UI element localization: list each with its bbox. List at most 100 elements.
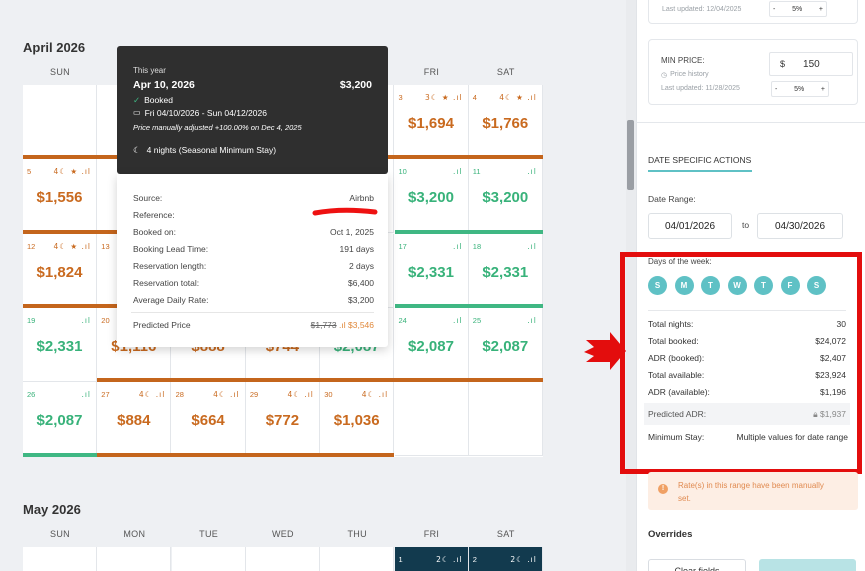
- tooltip-predicted-old: $1,773: [310, 320, 337, 330]
- red-highlight-box: [620, 252, 862, 474]
- day-price: $884: [117, 412, 151, 430]
- day-price: $772: [265, 412, 300, 430]
- day-number: 20: [101, 315, 110, 325]
- tooltip-nights: ☾ 4 nights (Seasonal Minimum Stay): [133, 145, 276, 156]
- date-from-input[interactable]: 04/01/2026: [648, 213, 732, 239]
- day-number: 24: [398, 315, 407, 325]
- day-cell[interactable]: [394, 382, 469, 457]
- day-status-icons: .ıl: [527, 315, 537, 325]
- calendar-icon: ▭: [133, 108, 141, 117]
- price-history-text[interactable]: Price history: [670, 71, 709, 78]
- date-actions-tab[interactable]: DATE SPECIFIC ACTIONS: [648, 155, 752, 165]
- day-number: 25: [472, 315, 482, 325]
- top-pct-plus[interactable]: +: [818, 5, 823, 13]
- date-range-label: Date Range:: [648, 194, 696, 204]
- day-toggle-5[interactable]: F: [780, 276, 800, 295]
- day-cell[interactable]: 4 4☾ ★ .ıl $1,766: [468, 85, 543, 159]
- may-day-cell[interactable]: [245, 547, 320, 571]
- may-day-cell[interactable]: [320, 547, 395, 571]
- day-number: 5: [27, 167, 32, 177]
- tooltip-detail-row: Booked on: Oct 1, 2025: [133, 227, 374, 237]
- may-day-cell[interactable]: 2 2☾ .ıl: [468, 547, 543, 571]
- price-history-link[interactable]: ◷ Price history: [661, 71, 709, 79]
- may-day-cell[interactable]: [97, 547, 172, 571]
- day-cell[interactable]: 29 4☾ .ıl $772: [245, 382, 320, 457]
- min-pct-minus[interactable]: -: [775, 85, 778, 93]
- day-toggle-6[interactable]: S: [807, 276, 826, 295]
- day-cell[interactable]: 11 .ıl $3,200: [468, 159, 543, 234]
- apply-button[interactable]: [759, 559, 856, 571]
- weekday-wed: WED: [271, 529, 294, 539]
- day-number: 28: [175, 390, 184, 400]
- summary-label: ADR (available):: [648, 387, 710, 397]
- tooltip-detail-value: 2 days: [348, 261, 374, 271]
- tooltip-this-year: This year: [133, 66, 166, 75]
- lock-icon: 🔒︎: [813, 409, 818, 419]
- day-cell[interactable]: 19 .ıl $2,331: [23, 307, 97, 382]
- date-to-input[interactable]: 04/30/2026: [757, 213, 843, 239]
- tooltip-amount: $3,200: [339, 79, 372, 91]
- day-toggle-4[interactable]: T: [754, 276, 773, 295]
- weekday-mon: MON: [123, 529, 146, 539]
- day-cell[interactable]: 17 .ıl $2,331: [394, 233, 469, 308]
- day-cell[interactable]: 18 .ıl $2,331: [468, 233, 543, 308]
- day-price: $2,331: [408, 263, 454, 281]
- day-cell[interactable]: [23, 85, 97, 159]
- tooltip-detail-label: Source:: [133, 193, 163, 203]
- day-status-icons: .ıl: [452, 315, 463, 325]
- summary-label: ADR (booked):: [648, 353, 705, 363]
- day-cell[interactable]: 12 4☾ ★ .ıl $1,824: [23, 233, 97, 308]
- weekday-tue: TUE: [199, 529, 219, 539]
- min-pct-plus[interactable]: +: [820, 85, 825, 93]
- booking-tooltip-details: Source: Airbnb Reference: Booked on: Oct 1, …: [117, 174, 388, 347]
- day-status-icons: 4☾ .ıl: [213, 390, 240, 400]
- weekday-sat: SAT: [496, 67, 515, 77]
- min-pct-stepper[interactable]: - 5% +: [771, 81, 829, 97]
- top-pct-stepper[interactable]: - 5% +: [769, 1, 827, 17]
- manual-rate-warning: ! Rate(s) in this range have been manual…: [648, 472, 858, 510]
- clear-fields-button[interactable]: Clear fields: [648, 559, 746, 571]
- day-cell[interactable]: 30 4☾ .ıl $1,036: [320, 382, 395, 457]
- day-price: $664: [191, 412, 225, 430]
- predicted-adr-row: [644, 403, 850, 425]
- day-price: $2,087: [482, 337, 529, 355]
- top-pct-minus[interactable]: -: [773, 5, 776, 13]
- day-cell[interactable]: 5 4☾ ★ .ıl $1,556: [23, 159, 97, 234]
- day-toggle-3[interactable]: W: [727, 276, 747, 295]
- weekday-sun: SUN: [50, 67, 70, 77]
- day-price: $2,087: [408, 337, 454, 355]
- day-cell[interactable]: 27 4☾ .ıl $884: [97, 382, 172, 457]
- booking-band: [394, 303, 544, 308]
- day-toggle-1[interactable]: M: [674, 276, 694, 295]
- day-cell[interactable]: 10 .ıl $3,200: [394, 159, 469, 234]
- tooltip-detail-value: Oct 1, 2025: [330, 227, 374, 237]
- day-price: $3,200: [408, 189, 454, 207]
- predicted-adr-value-group: 🔒︎ $1,937: [813, 409, 846, 420]
- day-price: $2,331: [36, 337, 83, 355]
- day-number: 18: [472, 241, 482, 251]
- min-pct-value: 5%: [794, 85, 805, 93]
- moon-icon: ☾: [133, 145, 141, 155]
- day-cell[interactable]: 3 3☾ ★ .ıl $1,694: [394, 85, 469, 159]
- day-cell[interactable]: 24 .ıl $2,087: [394, 307, 469, 382]
- may-day-cell[interactable]: [171, 547, 246, 571]
- scrollbar-track[interactable]: [626, 0, 636, 571]
- scrollbar-thumb[interactable]: [627, 120, 634, 190]
- tooltip-detail-row: Reservation length: 2 days: [133, 261, 374, 271]
- day-toggle-0[interactable]: S: [648, 276, 667, 295]
- tooltip-detail-label: Reservation total:: [133, 278, 200, 288]
- summary-label: Total available:: [648, 370, 705, 380]
- check-icon: ✓: [133, 95, 141, 105]
- day-cell[interactable]: [468, 382, 543, 457]
- day-toggle-2[interactable]: T: [701, 276, 720, 295]
- min-price-input[interactable]: $ 150: [769, 52, 853, 76]
- may-day-cell[interactable]: 1 2☾ .ıl: [394, 547, 469, 571]
- day-cell[interactable]: 26 .ıl $2,087: [23, 382, 97, 457]
- day-cell[interactable]: 28 4☾ .ıl $664: [171, 382, 246, 457]
- day-price: $2,331: [482, 263, 529, 281]
- day-number: 17: [398, 241, 407, 251]
- booking-band: [394, 229, 544, 234]
- day-cell[interactable]: 25 .ıl $2,087: [468, 307, 543, 382]
- may-day-cell[interactable]: [23, 547, 97, 571]
- min-price-card: MIN PRICE: ◷ Price history Last updated:…: [648, 39, 858, 105]
